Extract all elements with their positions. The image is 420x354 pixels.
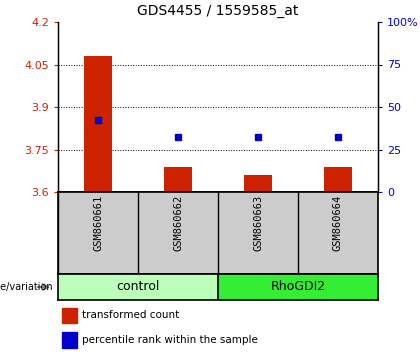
Text: transformed count: transformed count: [82, 310, 180, 320]
Bar: [62, 332, 77, 348]
Bar: [218, 274, 378, 300]
Text: GSM860663: GSM860663: [253, 194, 263, 251]
Title: GDS4455 / 1559585_at: GDS4455 / 1559585_at: [137, 4, 299, 18]
Text: genotype/variation: genotype/variation: [0, 282, 53, 292]
Text: RhoGDI2: RhoGDI2: [270, 280, 326, 293]
Text: GSM860661: GSM860661: [93, 194, 103, 251]
Bar: [324, 166, 352, 192]
Bar: [58, 274, 218, 300]
Text: GSM860664: GSM860664: [333, 194, 343, 251]
Bar: [244, 175, 272, 192]
Text: GSM860662: GSM860662: [173, 194, 183, 251]
Text: control: control: [116, 280, 160, 293]
Text: percentile rank within the sample: percentile rank within the sample: [82, 335, 258, 345]
Bar: [164, 166, 192, 192]
Bar: [62, 308, 77, 323]
Bar: [84, 56, 112, 192]
